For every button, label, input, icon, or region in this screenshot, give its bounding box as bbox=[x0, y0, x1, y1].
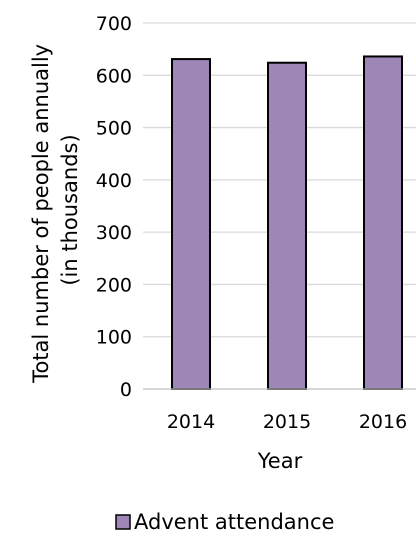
x-tick-label: 2014 bbox=[167, 411, 215, 433]
y-axis-ticks: 0 100 200 300 400 500 600 700 bbox=[96, 13, 132, 401]
y-tick-label: 400 bbox=[96, 170, 132, 192]
legend-swatch bbox=[115, 514, 131, 530]
bar-2014 bbox=[171, 58, 211, 390]
y-axis-title-line-1: Total number of people annually bbox=[29, 44, 53, 384]
y-tick-label: 700 bbox=[96, 13, 132, 35]
x-axis-title: Year bbox=[257, 449, 303, 473]
y-tick-label: 500 bbox=[96, 118, 132, 140]
x-tick-label: 2016 bbox=[359, 411, 407, 433]
bars bbox=[171, 55, 403, 390]
legend: Advent attendance bbox=[115, 510, 334, 534]
x-axis-ticks: 2014 2015 2016 bbox=[167, 411, 407, 433]
y-axis-title: Total number of people annually (in thou… bbox=[29, 37, 82, 384]
x-tick-label: 2015 bbox=[263, 411, 311, 433]
y-tick-label: 100 bbox=[96, 327, 132, 349]
bar-2015 bbox=[267, 61, 307, 390]
legend-label: Advent attendance bbox=[134, 510, 334, 534]
y-tick-label: 0 bbox=[120, 379, 132, 401]
y-tick-label: 600 bbox=[96, 65, 132, 87]
y-axis-title-line-2: (in thousands) bbox=[58, 134, 82, 285]
bar-2016 bbox=[363, 55, 403, 390]
y-tick-label: 300 bbox=[96, 222, 132, 244]
y-tick-label: 200 bbox=[96, 274, 132, 296]
